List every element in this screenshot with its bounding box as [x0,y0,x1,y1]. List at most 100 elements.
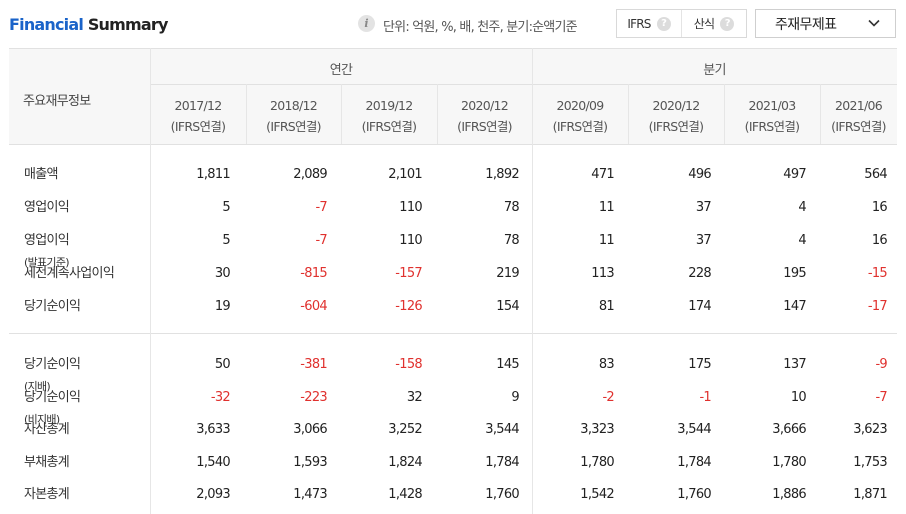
table-cell-value: -815 [300,266,327,281]
table-row: 부채총계 1,540 1,593 1,824 1,784 1,780 1,784 1,780 1… [9,452,897,474]
table-cell-value: 137 [783,357,806,372]
table-cell-value: -7 [875,390,887,405]
table-row: 영업이익 5 -7 110 78 11 37 4 16 [9,197,897,219]
table-cell-value: 1,784 [677,455,711,470]
table-cell-value: 145 [496,357,519,372]
table-cell-value: 113 [591,266,614,281]
column-header[interactable]: 2017/12 (IFRS연결) [150,95,246,137]
table-cell-value: 83 [598,357,615,372]
table-cell-value: 195 [783,266,806,281]
table-cell-value: 16 [871,233,888,248]
ifrs-toggle-button[interactable]: IFRS ? [617,10,681,37]
page-title-part1: Financial [9,15,84,34]
table-cell-value: 37 [695,233,712,248]
table-cell-value: 1,784 [485,455,519,470]
row-label[interactable]: 자산총계 [24,419,70,441]
table-cell-value: -1 [699,390,711,405]
chevron-down-icon [868,19,880,27]
row-label-text: 영업이익 [24,200,70,215]
divider-v [820,84,821,144]
table-cell-value: -223 [300,390,327,405]
formula-label: 산식 [693,17,715,31]
table-cell-value: -381 [300,357,327,372]
column-basis: (IFRS연결) [170,119,226,134]
ifrs-label: IFRS [627,16,651,31]
table-cell-value: -158 [395,357,422,372]
column-header[interactable]: 2018/12 (IFRS연결) [246,95,341,137]
table-cell-value: 4 [798,233,806,248]
table-cell-value: 1,760 [485,487,519,502]
row-label-text: 매출액 [24,167,58,182]
row-label[interactable]: 매출액 [24,164,58,186]
table-cell-value: 174 [688,299,711,314]
table-cell-value: 1,824 [388,455,422,470]
column-basis: (IFRS연결) [361,119,417,134]
column-header[interactable]: 2020/12 (IFRS연결) [628,95,724,137]
table-cell-value: -126 [395,299,422,314]
table-cell-value: 3,544 [485,422,519,437]
divider-v [532,48,533,514]
table-cell-value: 1,780 [772,455,806,470]
column-header[interactable]: 2021/06 (IFRS연결) [820,95,897,137]
table-cell-value: 496 [688,167,711,182]
table-cell-value: 228 [688,266,711,281]
table-cell-value: 1,892 [485,167,519,182]
column-basis: (IFRS연결) [831,119,886,134]
row-label-text: 영업이익 [24,233,70,248]
row-label[interactable]: 세전계속사업이익 [24,263,115,285]
formula-toggle-button[interactable]: 산식 ? [681,10,746,37]
question-icon[interactable]: ? [720,16,735,31]
row-label[interactable]: 당기순이익 (비지배) [24,387,81,431]
table-cell-value: 11 [598,233,615,248]
row-label-suffix: (비지배) [24,413,60,426]
table-cell-value: 3,066 [293,422,327,437]
row-label[interactable]: 영업이익 (발표기준) [24,230,70,274]
divider-h [150,84,897,85]
column-header[interactable]: 2019/12 (IFRS연결) [341,95,437,137]
table-cell-value: -604 [300,299,327,314]
divider-h [9,48,897,49]
table-cell-value: 5 [222,200,230,215]
page-title-part2: Summary [83,15,169,34]
table-cell-value: 1,811 [196,167,230,182]
column-period: 2020/12 [652,98,700,113]
table-cell-value: 81 [598,299,615,314]
table-cell-value: 3,666 [772,422,806,437]
table-cell-value: 110 [399,200,422,215]
table-cell-value: 175 [688,357,711,372]
title-bar: Financial Summary i 단위: 억원, %, 배, 천주, 분기… [0,0,906,48]
table-cell-value: 1,780 [580,455,614,470]
table-cell-value: 78 [503,233,520,248]
unit-text: 단위: 억원, %, 배, 천주, 분기:순액기준 [383,20,578,35]
row-label[interactable]: 당기순이익 (지배) [24,354,81,398]
table-cell-value: 50 [214,357,231,372]
table-row: 당기순이익 (비지배) -32 -223 32 9 -2 -1 10 -7 [9,387,897,426]
table-cell-value: 30 [214,266,231,281]
table-cell-value: 1,871 [853,487,887,502]
table-cell-value: 2,089 [293,167,327,182]
table-cell-value: 10 [790,390,807,405]
row-label[interactable]: 영업이익 [24,197,70,219]
question-icon[interactable]: ? [656,16,671,31]
group-label-quarter: 분기 [703,63,726,78]
table-cell-value: 471 [591,167,614,182]
row-label[interactable]: 자본총계 [24,484,70,506]
column-header[interactable]: 2020/12 (IFRS연결) [437,95,532,137]
row-label[interactable]: 당기순이익 [24,296,81,318]
table-row: 세전계속사업이익 30 -815 -157 219 113 228 195 -15 [9,263,897,285]
column-header[interactable]: 2021/03 (IFRS연결) [724,95,820,137]
divider-h [9,333,897,334]
table-cell-value: 4 [798,200,806,215]
table-cell-value: 3,323 [580,422,614,437]
statement-dropdown[interactable]: 주재무제표 [755,9,896,38]
table-cell-value: 147 [783,299,806,314]
column-header[interactable]: 2020/09 (IFRS연결) [532,95,628,137]
table-row: 자산총계 3,633 3,066 3,252 3,544 3,323 3,544 3,666 3… [9,419,897,441]
table-cell-value: 3,544 [677,422,711,437]
divider-v [628,84,629,144]
column-period: 2020/09 [556,98,604,113]
row-label-text: 자본총계 [24,487,70,502]
info-icon[interactable]: i [358,15,375,32]
row-label[interactable]: 부채총계 [24,452,70,474]
table-cell-value: -9 [875,357,887,372]
